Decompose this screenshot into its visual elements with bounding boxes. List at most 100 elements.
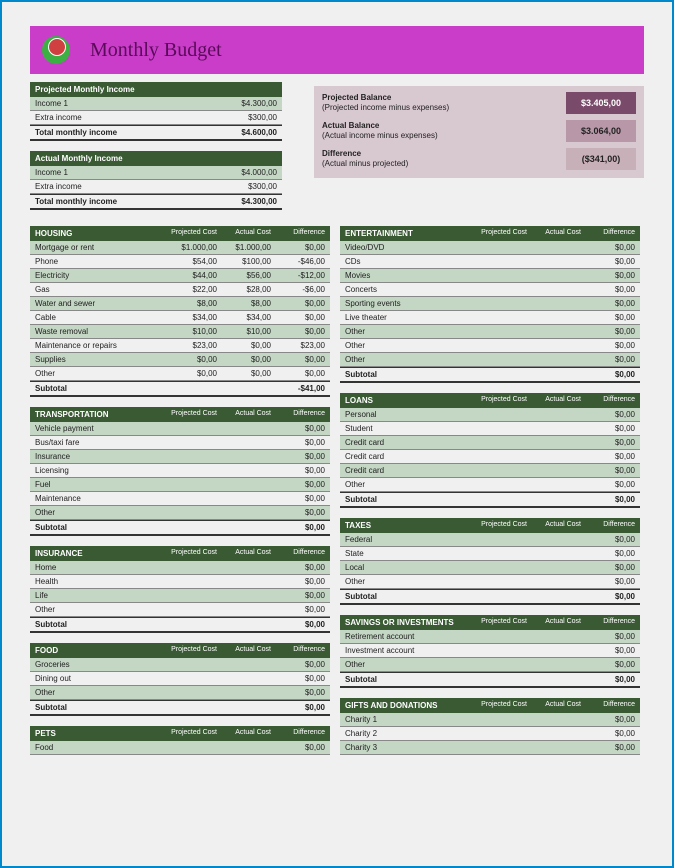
category-row: Dining out$0,00 (30, 672, 330, 686)
row-value: $4.000,00 (207, 168, 277, 177)
category-block: HOUSINGProjected CostActual CostDifferen… (30, 226, 330, 397)
summary-value: $3.405,00 (566, 92, 636, 114)
income-row: Income 1$4.300,00 (30, 97, 282, 111)
budget-icon (38, 32, 74, 68)
category-row: Maintenance or repairs$23,00$0,00$23,00 (30, 339, 330, 353)
row-value: $300,00 (207, 182, 277, 191)
category-row: CDs$0,00 (340, 255, 640, 269)
income-total: Total monthly income$4.600,00 (30, 125, 282, 141)
summary-row: Actual Balance(Actual income minus expen… (318, 118, 640, 144)
category-row: Electricity$44,00$56,00-$12,00 (30, 269, 330, 283)
income-total: Total monthly income$4.300,00 (30, 194, 282, 210)
category-row: Other$0,00 (340, 339, 640, 353)
category-header: PETSProjected CostActual CostDifference (30, 726, 330, 741)
category-subtotal: Subtotal$0,00 (340, 492, 640, 508)
row-value: $4.300,00 (207, 99, 277, 108)
balance-summary: Projected Balance(Projected income minus… (314, 86, 644, 178)
category-row: Federal$0,00 (340, 533, 640, 547)
category-header: GIFTS AND DONATIONSProjected CostActual … (340, 698, 640, 713)
category-row: Licensing$0,00 (30, 464, 330, 478)
category-row: Fuel$0,00 (30, 478, 330, 492)
category-row: Personal$0,00 (340, 408, 640, 422)
category-row: Student$0,00 (340, 422, 640, 436)
category-row: Other$0,00 (340, 575, 640, 589)
category-row: Charity 1$0,00 (340, 713, 640, 727)
category-header: ENTERTAINMENTProjected CostActual CostDi… (340, 226, 640, 241)
category-block: INSURANCEProjected CostActual CostDiffer… (30, 546, 330, 633)
category-block: PETSProjected CostActual CostDifferenceF… (30, 726, 330, 755)
category-row: Credit card$0,00 (340, 450, 640, 464)
category-row: Other$0,00 (340, 325, 640, 339)
category-block: ENTERTAINMENTProjected CostActual CostDi… (340, 226, 640, 383)
row-label: Extra income (35, 113, 207, 122)
category-block: LOANSProjected CostActual CostDifference… (340, 393, 640, 508)
category-row: Live theater$0,00 (340, 311, 640, 325)
category-row: Other$0,00 (30, 686, 330, 700)
category-header: INSURANCEProjected CostActual CostDiffer… (30, 546, 330, 561)
category-row: Waste removal$10,00$10,00$0,00 (30, 325, 330, 339)
category-subtotal: Subtotal$0,00 (30, 700, 330, 716)
category-row: Retirement account$0,00 (340, 630, 640, 644)
category-row: Other$0,00 (340, 658, 640, 672)
category-block: TRANSPORTATIONProjected CostActual CostD… (30, 407, 330, 536)
category-row: Other$0,00 (30, 603, 330, 617)
category-row: Other$0,00 (340, 478, 640, 492)
category-row: Credit card$0,00 (340, 464, 640, 478)
category-subtotal: Subtotal$0,00 (30, 520, 330, 536)
category-block: TAXESProjected CostActual CostDifference… (340, 518, 640, 605)
category-row: Charity 3$0,00 (340, 741, 640, 755)
category-row: Sporting events$0,00 (340, 297, 640, 311)
category-row: Local$0,00 (340, 561, 640, 575)
row-label: Extra income (35, 182, 207, 191)
category-row: Video/DVD$0,00 (340, 241, 640, 255)
summary-value: ($341,00) (566, 148, 636, 170)
row-label: Income 1 (35, 168, 207, 177)
category-header: SAVINGS OR INVESTMENTSProjected CostActu… (340, 615, 640, 630)
category-row: Movies$0,00 (340, 269, 640, 283)
category-row: Other$0,00$0,00$0,00 (30, 367, 330, 381)
summary-row: Projected Balance(Projected income minus… (318, 90, 640, 116)
category-subtotal: Subtotal$0,00 (340, 367, 640, 383)
projected-income-block: Projected Monthly IncomeIncome 1$4.300,0… (30, 82, 282, 141)
actual-income-block: Actual Monthly IncomeIncome 1$4.000,00Ex… (30, 151, 282, 210)
category-row: State$0,00 (340, 547, 640, 561)
category-row: Mortgage or rent$1.000,00$1.000,00$0,00 (30, 241, 330, 255)
income-row: Extra income$300,00 (30, 180, 282, 194)
category-subtotal: Subtotal$0,00 (340, 589, 640, 605)
category-row: Home$0,00 (30, 561, 330, 575)
right-categories: ENTERTAINMENTProjected CostActual CostDi… (340, 226, 640, 765)
row-label: Income 1 (35, 99, 207, 108)
section-header: Projected Monthly Income (30, 82, 282, 97)
category-row: Gas$22,00$28,00-$6,00 (30, 283, 330, 297)
category-row: Credit card$0,00 (340, 436, 640, 450)
category-row: Charity 2$0,00 (340, 727, 640, 741)
title-bar: Monthly Budget (30, 26, 644, 74)
category-row: Investment account$0,00 (340, 644, 640, 658)
category-row: Water and sewer$8,00$8,00$0,00 (30, 297, 330, 311)
category-row: Supplies$0,00$0,00$0,00 (30, 353, 330, 367)
category-header: TRANSPORTATIONProjected CostActual CostD… (30, 407, 330, 422)
top-section: Projected Monthly IncomeIncome 1$4.300,0… (30, 82, 644, 220)
category-row: Food$0,00 (30, 741, 330, 755)
category-row: Life$0,00 (30, 589, 330, 603)
category-row: Other$0,00 (30, 506, 330, 520)
category-row: Health$0,00 (30, 575, 330, 589)
category-block: GIFTS AND DONATIONSProjected CostActual … (340, 698, 640, 755)
category-row: Maintenance$0,00 (30, 492, 330, 506)
section-header: Actual Monthly Income (30, 151, 282, 166)
income-row: Income 1$4.000,00 (30, 166, 282, 180)
category-row: Phone$54,00$100,00-$46,00 (30, 255, 330, 269)
row-value: $300,00 (207, 113, 277, 122)
categories-section: HOUSINGProjected CostActual CostDifferen… (30, 226, 644, 765)
category-header: HOUSINGProjected CostActual CostDifferen… (30, 226, 330, 241)
category-block: FOODProjected CostActual CostDifferenceG… (30, 643, 330, 716)
category-row: Cable$34,00$34,00$0,00 (30, 311, 330, 325)
category-subtotal: Subtotal-$41,00 (30, 381, 330, 397)
category-header: FOODProjected CostActual CostDifference (30, 643, 330, 658)
category-row: Bus/taxi fare$0,00 (30, 436, 330, 450)
category-block: SAVINGS OR INVESTMENTSProjected CostActu… (340, 615, 640, 688)
category-row: Concerts$0,00 (340, 283, 640, 297)
category-row: Other$0,00 (340, 353, 640, 367)
income-row: Extra income$300,00 (30, 111, 282, 125)
summary-row: Difference(Actual minus projected)($341,… (318, 146, 640, 172)
